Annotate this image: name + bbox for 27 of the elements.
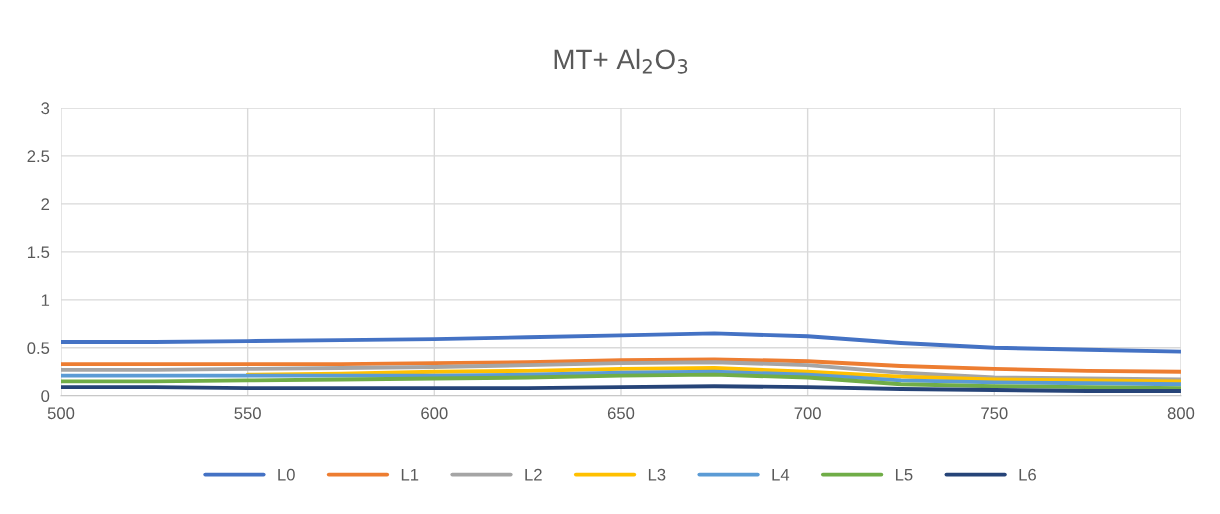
- line-series: [245, 366, 1181, 384]
- legend-label: L5: [895, 468, 913, 481]
- x-tick-label: 750: [981, 407, 1008, 420]
- legend-label: L3: [648, 468, 666, 481]
- x-tick-label: 600: [421, 407, 448, 420]
- legend-label: L1: [401, 468, 419, 481]
- legend-label: L0: [278, 468, 295, 481]
- y-tick-label: 1.5: [27, 246, 50, 259]
- x-tick-label: 800: [1167, 407, 1195, 420]
- legend-label: L6: [1019, 468, 1036, 481]
- line-series: [61, 357, 1181, 374]
- y-tick-label: 1: [41, 294, 50, 306]
- x-tick-label: 550: [234, 407, 261, 420]
- x-tick-label: 700: [794, 407, 821, 420]
- chart-title: MT+ Al$_{2}$O$_{3}$: [554, 48, 688, 74]
- x-tick-label: 500: [47, 407, 75, 420]
- y-tick-label: 2.5: [27, 150, 50, 163]
- y-tick-label: 2: [41, 198, 50, 210]
- legend-label: L4: [772, 468, 790, 481]
- x-tick-label: 650: [607, 407, 635, 420]
- line-series: [61, 369, 1181, 387]
- legend-label: L2: [525, 468, 542, 481]
- line-series: [61, 331, 1181, 354]
- y-tick-label: 3: [41, 102, 50, 115]
- y-tick-label: 0: [41, 390, 50, 402]
- line-series: [61, 372, 1181, 391]
- y-tick-label: 0.5: [27, 342, 50, 355]
